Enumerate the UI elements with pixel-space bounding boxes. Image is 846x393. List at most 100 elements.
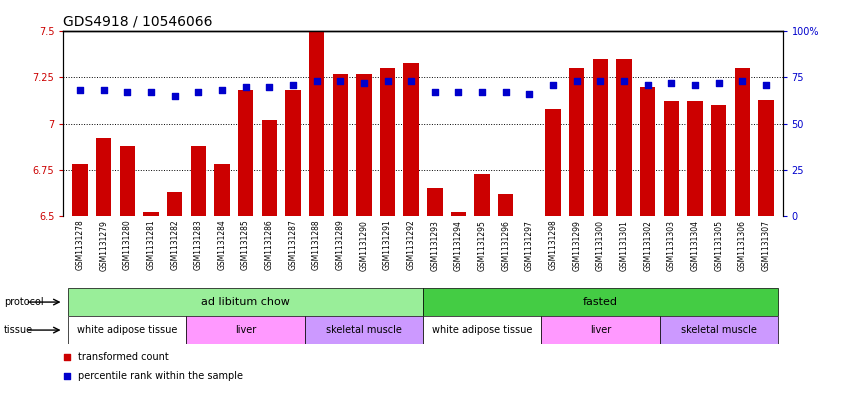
Bar — [167, 192, 183, 216]
Bar — [711, 105, 727, 216]
Bar — [423, 288, 777, 316]
Bar — [498, 194, 514, 216]
Point — [191, 89, 205, 95]
Point — [404, 78, 418, 84]
Bar — [190, 146, 206, 216]
Text: GSM1131280: GSM1131280 — [123, 220, 132, 270]
Point — [310, 78, 323, 84]
Text: GSM1131288: GSM1131288 — [312, 220, 321, 270]
Point — [475, 89, 489, 95]
Bar — [451, 212, 466, 216]
Text: GSM1131296: GSM1131296 — [502, 220, 510, 270]
Bar — [569, 68, 585, 216]
Text: liver: liver — [590, 325, 611, 335]
Bar — [423, 316, 541, 344]
Text: GSM1131287: GSM1131287 — [288, 220, 298, 270]
Text: transformed count: transformed count — [78, 352, 168, 362]
Text: GSM1131306: GSM1131306 — [738, 220, 747, 271]
Text: GSM1131297: GSM1131297 — [525, 220, 534, 270]
Bar — [380, 68, 395, 216]
Text: GSM1131303: GSM1131303 — [667, 220, 676, 271]
Point — [570, 78, 584, 84]
Text: GSM1131293: GSM1131293 — [431, 220, 439, 270]
Point — [641, 82, 655, 88]
Point — [168, 93, 181, 99]
Text: skeletal muscle: skeletal muscle — [326, 325, 402, 335]
Text: GSM1131279: GSM1131279 — [99, 220, 108, 270]
Point — [712, 80, 726, 86]
Text: GSM1131305: GSM1131305 — [714, 220, 723, 271]
Point — [665, 80, 678, 86]
Bar — [305, 316, 423, 344]
Text: fasted: fasted — [583, 297, 618, 307]
Text: GSM1131300: GSM1131300 — [596, 220, 605, 271]
Text: GSM1131294: GSM1131294 — [454, 220, 463, 270]
Bar — [119, 146, 135, 216]
Bar — [427, 188, 442, 216]
Bar — [663, 101, 679, 216]
Point — [689, 82, 702, 88]
Point — [74, 87, 87, 94]
Text: GSM1131304: GSM1131304 — [690, 220, 700, 271]
Bar — [593, 59, 608, 216]
Point — [594, 78, 607, 84]
Bar — [546, 109, 561, 216]
Bar — [734, 68, 750, 216]
Point — [428, 89, 442, 95]
Bar — [332, 73, 348, 216]
Text: GSM1131295: GSM1131295 — [478, 220, 486, 270]
Text: GSM1131292: GSM1131292 — [407, 220, 415, 270]
Text: GSM1131283: GSM1131283 — [194, 220, 203, 270]
Text: GSM1131285: GSM1131285 — [241, 220, 250, 270]
Point — [269, 249, 283, 255]
Point — [523, 91, 536, 97]
Point — [759, 82, 772, 88]
Bar — [541, 316, 660, 344]
Bar — [404, 62, 419, 216]
Bar — [640, 86, 656, 216]
Bar — [356, 73, 371, 216]
Bar — [261, 120, 277, 216]
Point — [97, 87, 111, 94]
Text: GSM1131290: GSM1131290 — [360, 220, 368, 270]
Point — [499, 89, 513, 95]
Bar — [214, 164, 229, 216]
Text: white adipose tissue: white adipose tissue — [432, 325, 532, 335]
Point — [452, 89, 465, 95]
Point — [262, 83, 276, 90]
Bar — [69, 316, 186, 344]
Point — [120, 89, 134, 95]
Point — [286, 82, 299, 88]
Bar — [143, 212, 159, 216]
Point — [735, 78, 749, 84]
Text: GSM1131286: GSM1131286 — [265, 220, 274, 270]
Bar — [660, 316, 777, 344]
Text: liver: liver — [235, 325, 256, 335]
Point — [144, 89, 157, 95]
Text: white adipose tissue: white adipose tissue — [77, 325, 178, 335]
Point — [239, 83, 252, 90]
Text: GSM1131289: GSM1131289 — [336, 220, 344, 270]
Bar — [617, 59, 632, 216]
Bar — [687, 101, 703, 216]
Bar — [238, 90, 253, 216]
Bar — [758, 99, 774, 216]
Bar — [186, 316, 305, 344]
Point — [547, 82, 560, 88]
Text: GSM1131281: GSM1131281 — [146, 220, 156, 270]
Bar — [285, 90, 300, 216]
Text: protocol: protocol — [4, 297, 44, 307]
Point — [215, 87, 228, 94]
Text: tissue: tissue — [4, 325, 33, 335]
Text: GSM1131284: GSM1131284 — [217, 220, 227, 270]
Point — [269, 69, 283, 75]
Point — [381, 78, 394, 84]
Text: GSM1131298: GSM1131298 — [548, 220, 558, 270]
Point — [357, 80, 371, 86]
Bar — [72, 164, 88, 216]
Text: skeletal muscle: skeletal muscle — [681, 325, 756, 335]
Text: GSM1131302: GSM1131302 — [643, 220, 652, 270]
Text: GSM1131307: GSM1131307 — [761, 220, 771, 271]
Text: GSM1131278: GSM1131278 — [75, 220, 85, 270]
Bar — [309, 31, 324, 216]
